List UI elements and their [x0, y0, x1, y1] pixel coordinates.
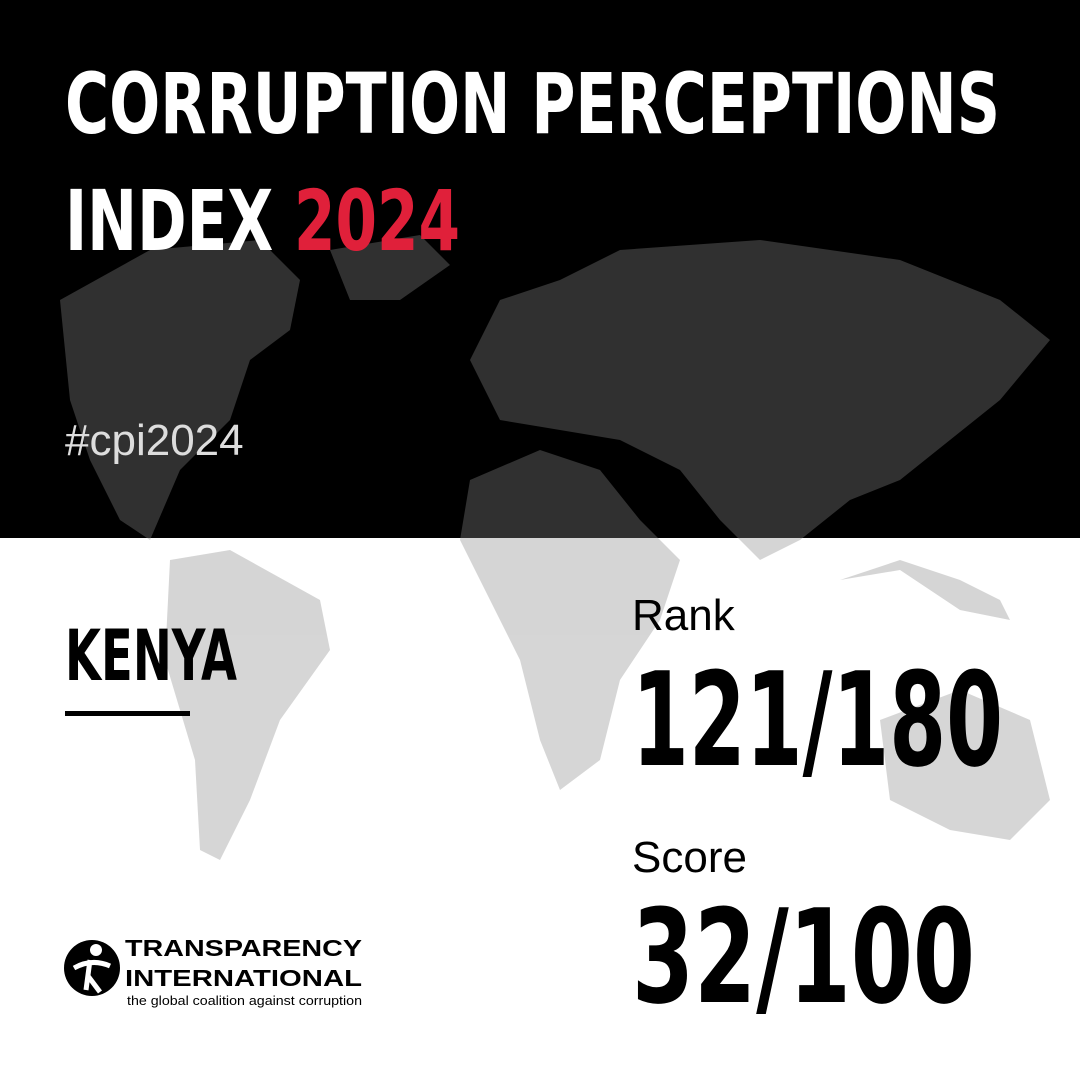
logo-mark-head	[90, 944, 102, 956]
logo: TRANSPARENCY INTERNATIONAL the global co…	[64, 935, 362, 1008]
world-map	[60, 235, 1050, 860]
score-value: 32/100	[632, 881, 975, 1033]
hashtag: #cpi2024	[65, 416, 244, 465]
rank-label: Rank	[632, 591, 736, 640]
title-line-1: CORRUPTION PERCEPTIONS	[65, 55, 1000, 153]
logo-tagline: the global coalition against corruption	[127, 993, 362, 1008]
title-line-2: INDEX 2024	[65, 172, 460, 270]
score-label: Score	[632, 833, 747, 882]
country-underline	[65, 711, 190, 716]
title-index: INDEX	[65, 172, 273, 270]
logo-mark	[64, 940, 120, 996]
title-year: 2024	[294, 172, 460, 270]
logo-name-1: TRANSPARENCY	[125, 935, 362, 961]
country-name: KENYA	[65, 615, 237, 697]
rank-value: 121/180	[632, 644, 1003, 796]
logo-name-2: INTERNATIONAL	[125, 965, 362, 991]
logo-mark-figure	[72, 959, 112, 994]
top-band	[0, 0, 1080, 538]
bottom-band	[0, 538, 1080, 1080]
